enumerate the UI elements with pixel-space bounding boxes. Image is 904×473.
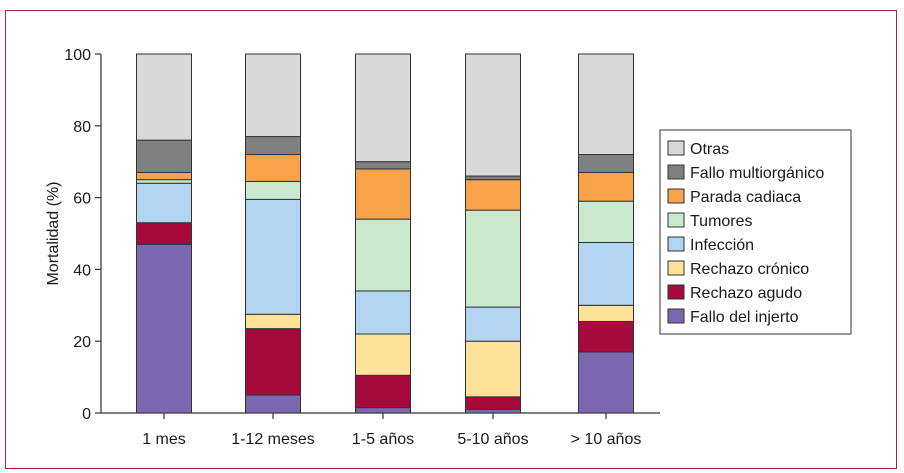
bar-segment-tumores [355,218,411,292]
bar-stack [355,53,411,414]
bar-segment-parada-cadiaca [578,171,634,202]
legend: Otras Fallo multiorgánico Parada cadiaca Tu… [659,129,852,335]
bar-segment-otras [136,53,192,141]
bar-segment-rechazo-agudo [136,222,192,245]
bar-segment-tumores [136,179,192,184]
y-tick-label: 60 [73,191,91,208]
bar-segment-parada-cadiaca [136,171,192,181]
bar-segment-tumores [578,200,634,243]
bar-stack [578,53,634,414]
legend-label: Fallo multiorgánico [690,165,824,182]
bar-segment-infeccion [136,182,192,224]
bar-segment-otras [355,53,411,163]
bar-segment-fallo-del-injerto [136,243,192,414]
bar-segment-parada-cadiaca [355,168,411,220]
bar-stack [245,53,301,414]
bar-stack [465,53,521,414]
x-tick-label: 5-10 años [457,431,528,448]
bar-segment-tumores [465,209,521,308]
bar-segment-fallo-multiorganico [355,161,411,170]
bar-segment-rechazo-cronico [578,304,634,322]
bar-segment-infeccion [465,306,521,342]
bar-segment-rechazo-cronico [465,340,521,398]
legend-label: Fallo del injerto [690,309,799,326]
legend-swatch [667,188,685,204]
y-tick-label: 20 [73,334,91,351]
legend-label: Rechazo agudo [690,285,802,302]
bar-segment-rechazo-cronico [245,313,301,330]
legend-label: Infección [690,237,754,254]
legend-swatch [667,140,685,156]
bar-segment-fallo-del-injerto [355,407,411,414]
x-tick-label: 1-12 meses [231,431,315,448]
y-tick-label: 100 [64,47,91,64]
x-tick-label: 1 mes [142,431,186,448]
legend-swatch [667,260,685,276]
bar-segment-infeccion [245,198,301,315]
bar-segment-otras [578,53,634,156]
legend-swatch [667,308,685,324]
bar-segment-fallo-del-injerto [578,351,634,414]
bar-segment-rechazo-agudo [355,374,411,409]
bar-segment-fallo-multiorganico [578,154,634,173]
bar-segment-rechazo-agudo [245,328,301,396]
bar-segment-fallo-del-injerto [245,394,301,414]
bar-segment-fallo-multiorganico [245,136,301,156]
legend-swatch [667,164,685,180]
legend-label: Tumores [690,213,753,230]
bar-segment-rechazo-agudo [465,396,521,410]
y-tick-label: 80 [73,119,91,136]
y-ticks: 0 20 40 60 80 100 [64,47,101,423]
bar-segment-rechazo-cronico [355,333,411,376]
y-axis-title: Mortalidad (%) [45,181,62,285]
x-tick-labels: 1 mes 1-12 meses 1-5 años 5-10 años > 10 año… [142,413,641,448]
y-tick-label: 0 [82,406,91,423]
legend-swatch [667,236,685,252]
legend-box [659,129,852,335]
bar-segment-otras [465,53,521,177]
legend-swatch [667,212,685,228]
legend-label: Parada cadiaca [690,189,801,206]
x-tick-label: > 10 años [571,431,642,448]
bar-segment-tumores [245,180,301,200]
bar-segment-parada-cadiaca [465,179,521,211]
bar-segment-infeccion [355,290,411,335]
legend-label: Rechazo crónico [690,261,809,278]
bar-segment-otras [245,53,301,138]
bar-segment-fallo-del-injerto [465,408,521,414]
bar-segment-parada-cadiaca [245,154,301,182]
bar-segment-fallo-multiorganico [136,139,192,173]
legend-swatch [667,284,685,300]
bar-segment-fallo-multiorganico [465,175,521,181]
x-tick-label: 1-5 años [352,431,414,448]
bar-stack [136,53,192,414]
y-tick-label: 40 [73,262,91,279]
legend-label: Otras [690,141,729,158]
bar-segment-rechazo-agudo [578,320,634,353]
bar-segment-infeccion [578,241,634,306]
bars [136,53,634,414]
